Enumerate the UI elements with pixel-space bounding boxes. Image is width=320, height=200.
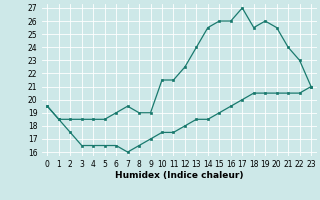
X-axis label: Humidex (Indice chaleur): Humidex (Indice chaleur) bbox=[115, 171, 244, 180]
